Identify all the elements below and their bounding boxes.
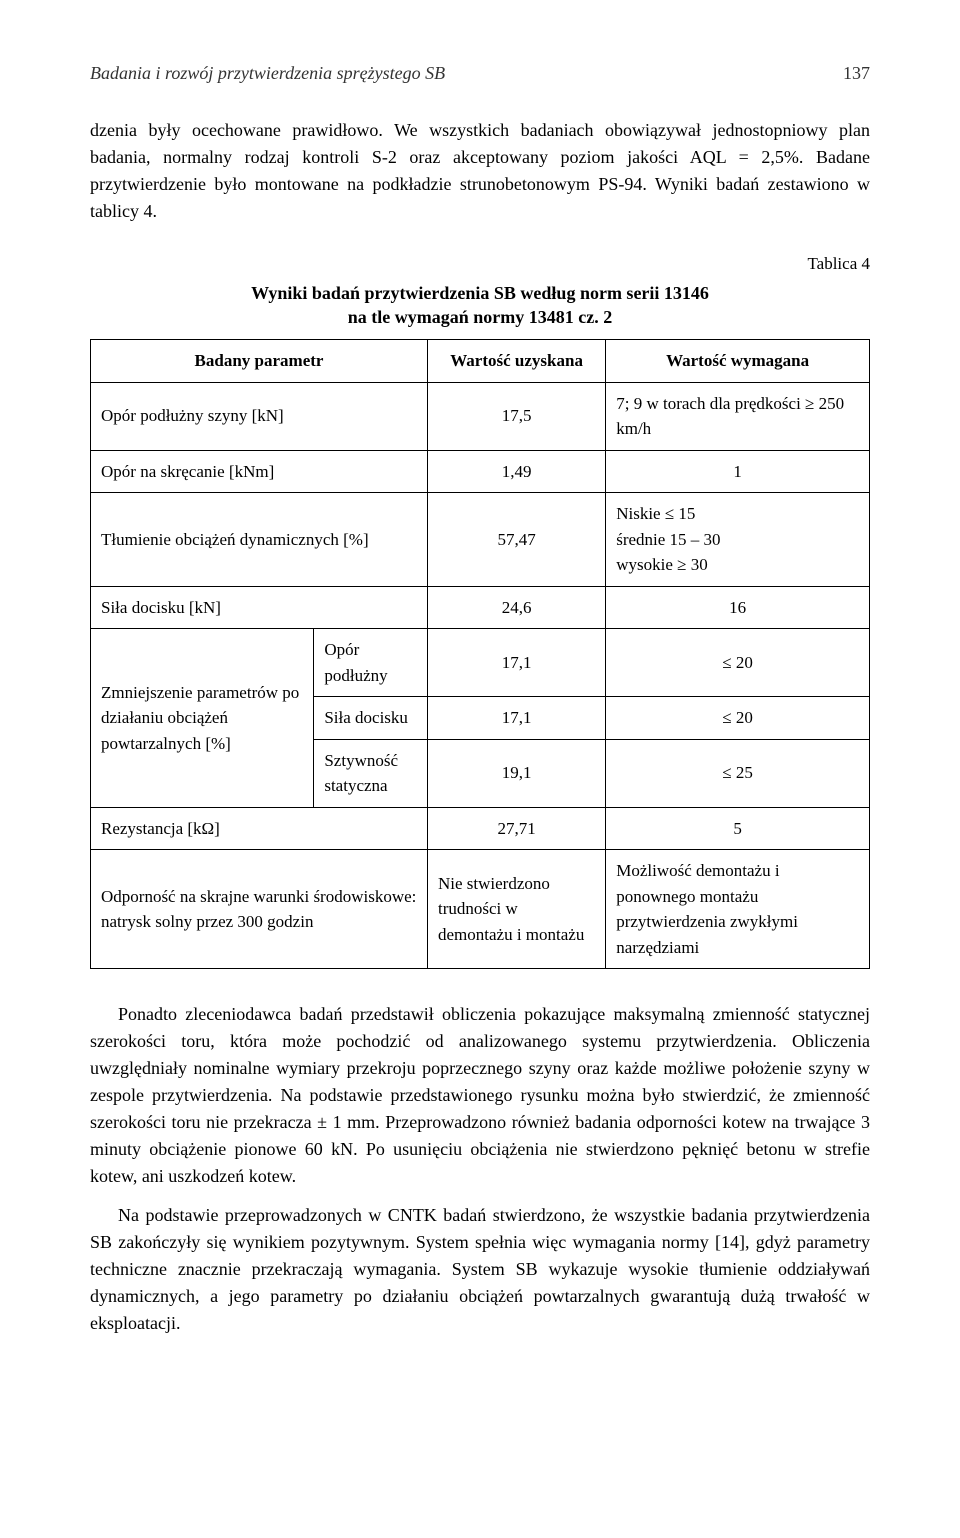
cell-param: Siła docisku <box>314 697 428 740</box>
col-header-value: Wartość uzyskana <box>428 340 606 383</box>
table-title: Wyniki badań przytwierdzenia SB według n… <box>90 281 870 330</box>
table-header-row: Badany parametr Wartość uzyskana Wartość… <box>91 340 870 383</box>
table-row: Tłumienie obciążeń dynamicznych [%] 57,4… <box>91 493 870 587</box>
cell-required: ≤ 20 <box>606 697 870 740</box>
table-row: Siła docisku [kN] 24,6 16 <box>91 586 870 629</box>
results-table: Badany parametr Wartość uzyskana Wartość… <box>90 339 870 969</box>
cell-param: Opór podłużny <box>314 629 428 697</box>
running-header: Badania i rozwój przytwierdzenia sprężys… <box>90 60 870 87</box>
cell-required: 5 <box>606 807 870 850</box>
cell-param: Opór na skręcanie [kNm] <box>91 450 428 493</box>
running-title: Badania i rozwój przytwierdzenia sprężys… <box>90 60 445 87</box>
cell-param: Odporność na skrajne warunki środowiskow… <box>91 850 428 969</box>
table-label: Tablica 4 <box>90 251 870 277</box>
table-title-line2: na tle wymagań normy 13481 cz. 2 <box>348 307 612 327</box>
col-header-param: Badany parametr <box>91 340 428 383</box>
cell-value: 17,5 <box>428 382 606 450</box>
table-row: Odporność na skrajne warunki środowiskow… <box>91 850 870 969</box>
table-title-line1: Wyniki badań przytwierdzenia SB według n… <box>251 283 709 303</box>
cell-value: 57,47 <box>428 493 606 587</box>
cell-required: 7; 9 w torach dla prędkości ≥ 250 km/h <box>606 382 870 450</box>
cell-value: 17,1 <box>428 697 606 740</box>
table-row: Rezystancja [kΩ] 27,71 5 <box>91 807 870 850</box>
paragraph-2: Ponadto zleceniodawca badań przedstawił … <box>90 1001 870 1190</box>
cell-value: 17,1 <box>428 629 606 697</box>
cell-param: Siła docisku [kN] <box>91 586 428 629</box>
cell-value: Nie stwierdzono trudności w demontażu i … <box>428 850 606 969</box>
cell-group-label: Zmniejszenie parametrów po działaniu obc… <box>91 629 314 808</box>
paragraph-3: Na podstawie przeprowadzonych w CNTK bad… <box>90 1202 870 1337</box>
table-row: Zmniejszenie parametrów po działaniu obc… <box>91 629 870 697</box>
cell-param: Sztywność statyczna <box>314 739 428 807</box>
cell-required: 1 <box>606 450 870 493</box>
cell-value: 24,6 <box>428 586 606 629</box>
table-row: Opór podłużny szyny [kN] 17,5 7; 9 w tor… <box>91 382 870 450</box>
table-4: Tablica 4 Wyniki badań przytwierdzenia S… <box>90 251 870 969</box>
cell-required: Niskie ≤ 15 średnie 15 – 30 wysokie ≥ 30 <box>606 493 870 587</box>
cell-param: Opór podłużny szyny [kN] <box>91 382 428 450</box>
cell-value: 1,49 <box>428 450 606 493</box>
cell-value: 27,71 <box>428 807 606 850</box>
cell-required: ≤ 25 <box>606 739 870 807</box>
cell-required: 16 <box>606 586 870 629</box>
cell-required: ≤ 20 <box>606 629 870 697</box>
cell-required: Możliwość demontażu i ponownego montażu … <box>606 850 870 969</box>
cell-value: 19,1 <box>428 739 606 807</box>
cell-param: Tłumienie obciążeń dynamicznych [%] <box>91 493 428 587</box>
cell-param: Rezystancja [kΩ] <box>91 807 428 850</box>
page-number: 137 <box>843 60 870 87</box>
col-header-required: Wartość wymagana <box>606 340 870 383</box>
table-row: Opór na skręcanie [kNm] 1,49 1 <box>91 450 870 493</box>
paragraph-1: dzenia były ocechowane prawidłowo. We ws… <box>90 117 870 225</box>
